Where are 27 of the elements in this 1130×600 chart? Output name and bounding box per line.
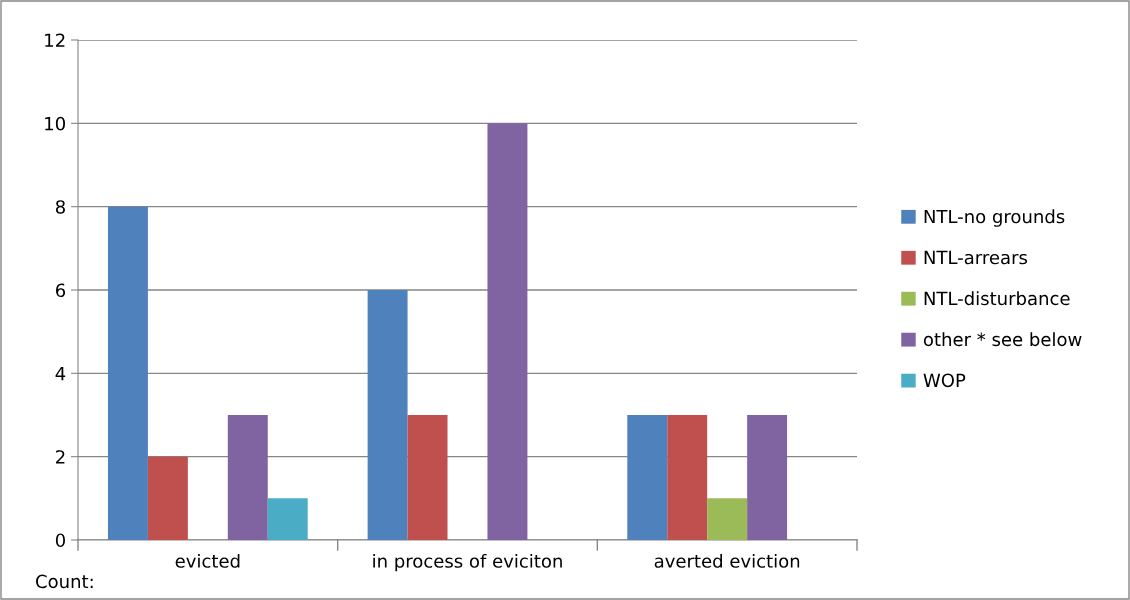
bar [747, 415, 788, 540]
y-tick-label: 2 [56, 450, 65, 464]
bar [367, 290, 408, 540]
legend-label: NTL-disturbance [924, 291, 1070, 306]
y-tick-label: 12 [45, 33, 65, 47]
bar [267, 498, 308, 540]
bar [147, 456, 188, 540]
legend-label: other * see below [923, 332, 1082, 347]
bar [487, 123, 528, 540]
text: Count: [36, 574, 93, 589]
legend-label: NTL-no grounds [924, 209, 1065, 227]
bar [227, 415, 268, 540]
bar [407, 415, 448, 540]
bar [667, 415, 708, 540]
x-tick-label: evicted [175, 553, 240, 568]
y-tick-label: 6 [55, 283, 66, 298]
bar [707, 498, 748, 540]
y-tick-label: 8 [55, 200, 65, 214]
y-tick-label: 10 [45, 116, 65, 131]
bar [107, 206, 148, 540]
x-tick-label: averted eviction [654, 553, 800, 568]
bar [627, 415, 668, 540]
legend-label: NTL-arrears [924, 250, 1028, 265]
x-tick-label: in process of eviciton [373, 553, 562, 572]
y-tick-label: 4 [55, 367, 66, 381]
y-tick-label: 0 [55, 533, 65, 548]
legend-label: WOP [923, 373, 966, 388]
